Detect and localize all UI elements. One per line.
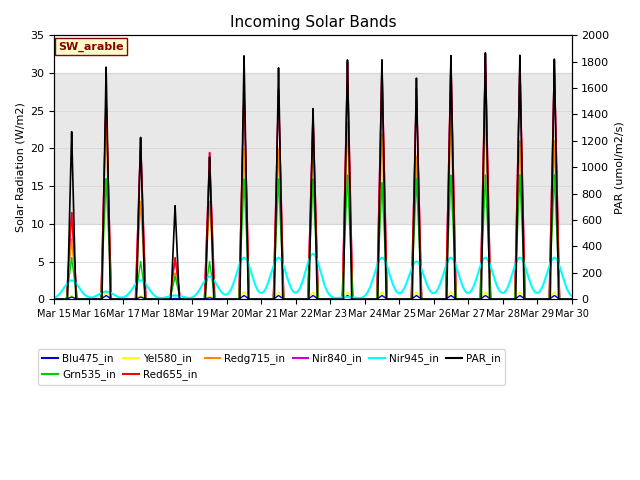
Bar (54, 73, 572, 224)
Y-axis label: Solar Radiation (W/m2): Solar Radiation (W/m2) (15, 102, 25, 232)
Legend: Blu475_in, Grn535_in, Yel580_in, Red655_in, Redg715_in, Nir840_in, Nir945_in, PA: Blu475_in, Grn535_in, Yel580_in, Red655_… (38, 349, 505, 384)
Y-axis label: PAR (umol/m2/s): PAR (umol/m2/s) (615, 121, 625, 214)
Text: SW_arable: SW_arable (58, 41, 124, 52)
Title: Incoming Solar Bands: Incoming Solar Bands (230, 15, 396, 30)
